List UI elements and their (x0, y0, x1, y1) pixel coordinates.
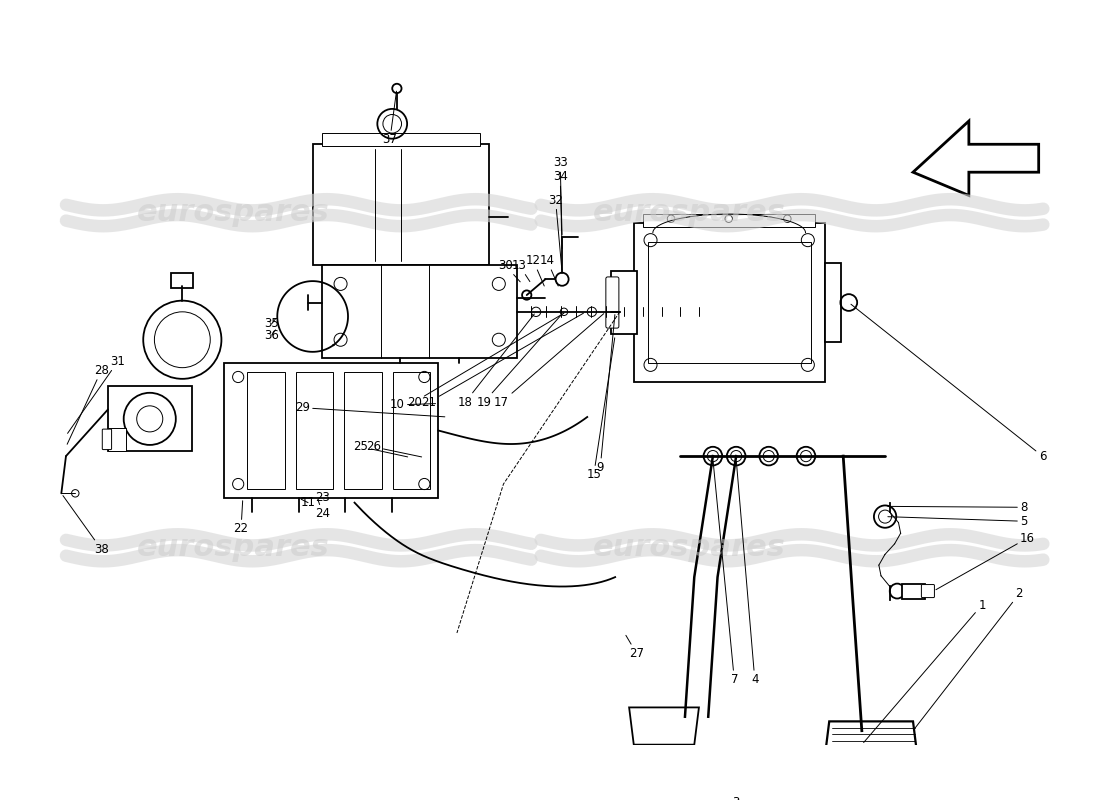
Bar (902, 584, 925, 598)
Bar (825, 263, 842, 342)
Bar (248, 372, 285, 489)
Text: 2: 2 (915, 587, 1023, 729)
Text: 26: 26 (365, 440, 421, 457)
Bar (312, 144, 490, 266)
Text: eurospares: eurospares (138, 198, 330, 226)
Text: 28: 28 (67, 364, 109, 444)
Bar (644, 214, 815, 227)
Text: 27: 27 (626, 635, 645, 660)
Text: 24: 24 (316, 501, 330, 520)
Text: 1: 1 (864, 598, 986, 742)
Bar (172, 273, 194, 288)
Text: 37: 37 (383, 91, 397, 146)
Bar (634, 223, 825, 382)
Text: 6: 6 (851, 304, 1046, 462)
Bar (393, 372, 430, 489)
Text: 19: 19 (476, 314, 562, 409)
Polygon shape (629, 707, 698, 745)
Bar (322, 266, 517, 358)
Text: 9: 9 (596, 314, 615, 474)
Bar (610, 271, 637, 334)
FancyBboxPatch shape (102, 429, 111, 450)
Text: 18: 18 (458, 314, 535, 409)
Text: eurospares: eurospares (138, 533, 330, 562)
Text: 22: 22 (233, 501, 249, 535)
Text: 3: 3 (733, 796, 740, 800)
Text: 23: 23 (301, 491, 330, 505)
Text: 13: 13 (512, 258, 530, 282)
Text: 5: 5 (888, 514, 1027, 528)
Text: 32: 32 (548, 194, 563, 270)
Text: 29: 29 (295, 401, 444, 417)
Text: 4: 4 (736, 462, 759, 686)
Bar (344, 372, 382, 489)
Text: 31: 31 (67, 354, 125, 434)
Text: 15: 15 (586, 338, 615, 482)
Bar (108, 386, 191, 451)
Text: 12: 12 (526, 254, 544, 286)
Text: 17: 17 (494, 314, 604, 409)
Text: 14: 14 (540, 254, 558, 286)
Text: 16: 16 (936, 531, 1035, 590)
Text: 8: 8 (888, 501, 1027, 514)
Bar (224, 363, 438, 498)
Text: 34: 34 (553, 170, 568, 249)
FancyBboxPatch shape (606, 277, 619, 328)
Text: 11: 11 (300, 496, 316, 509)
FancyBboxPatch shape (922, 585, 934, 598)
Text: 36: 36 (264, 329, 279, 342)
Bar (606, 306, 623, 318)
Text: 10: 10 (389, 398, 436, 411)
Text: eurospares: eurospares (593, 198, 786, 226)
Polygon shape (913, 121, 1038, 195)
Bar (108, 428, 126, 451)
Text: 30: 30 (498, 258, 520, 282)
Text: 20: 20 (407, 314, 564, 409)
Text: eurospares: eurospares (593, 533, 786, 562)
Text: 25: 25 (353, 440, 408, 457)
Text: 7: 7 (713, 462, 738, 686)
Text: 38: 38 (63, 495, 109, 556)
Text: 21: 21 (421, 314, 583, 409)
Text: 35: 35 (264, 318, 279, 330)
Bar (648, 242, 811, 363)
Bar (322, 133, 481, 146)
Text: 33: 33 (553, 156, 568, 234)
Bar (296, 372, 333, 489)
Polygon shape (825, 722, 917, 758)
